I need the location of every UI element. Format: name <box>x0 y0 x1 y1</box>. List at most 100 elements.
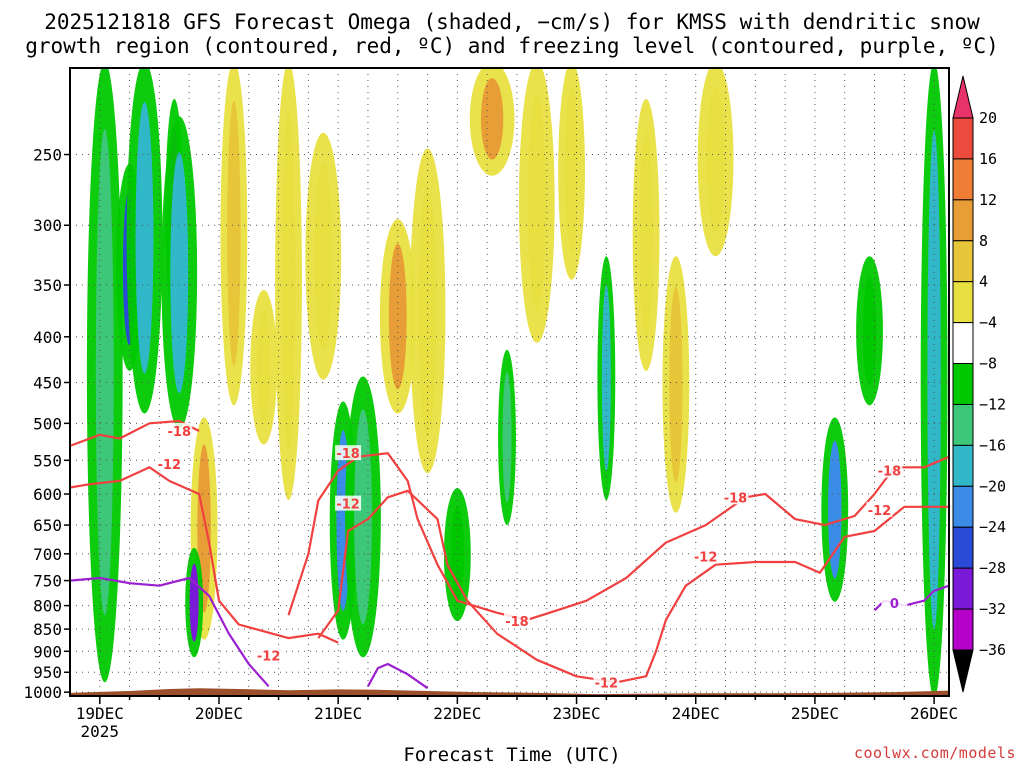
omega-core-25 <box>862 275 877 386</box>
contour-freezing-mid <box>367 662 429 690</box>
contour-label-bg-10 <box>866 501 893 517</box>
colorbar-seg-9 <box>952 485 974 528</box>
omega-core-19 <box>564 88 579 254</box>
x-tick-label-24DEC: 24DEC <box>672 704 720 723</box>
omega-shading-layer <box>86 68 948 696</box>
contour-label-3: -12 <box>336 498 360 513</box>
colorbar-label-2: 12 <box>979 191 997 209</box>
omega-core-10 <box>314 162 333 351</box>
contour-label-bg-4 <box>255 647 282 663</box>
contour-label-11: 0 <box>890 597 899 612</box>
y-axis: 250 300 350 400 450 500 550 600 650 700 750 800 850 9… <box>23 146 70 702</box>
colorbar-label-1: 16 <box>979 150 997 168</box>
colorbar: 20 16 12 8 4 −4 −8 −12 −16 −20 −24 −28 −32 −36 <box>952 75 1006 693</box>
omega-core-14 <box>418 185 437 437</box>
contour-label-bg-0 <box>166 423 193 439</box>
y-tick-label-650: 650 <box>33 516 62 535</box>
contour-label-1: -12 <box>158 458 182 473</box>
y-tick-label-250: 250 <box>33 146 62 165</box>
omega-core-18 <box>527 94 546 310</box>
contour-freezing-left <box>70 576 270 688</box>
contour-dgz-minus18-upper <box>70 419 200 447</box>
contour-label-bg-6 <box>593 674 620 690</box>
y-tick-label-850: 850 <box>33 620 62 639</box>
omega-core-23 <box>706 86 725 233</box>
x-tick-label-21DEC: 21DEC <box>314 704 362 723</box>
contour-dgz-minus12-left <box>70 466 339 644</box>
x-tick-label-19DEC: 19DEC <box>76 704 124 723</box>
colorbar-seg-2 <box>952 199 974 242</box>
contour-dgz-minus12-mid <box>317 489 949 684</box>
x-year-label: 2025 <box>81 722 120 741</box>
x-axis: 19DEC 20DEC 21DEC 22DEC 23DEC 24DEC 25DEC 26DEC… <box>76 696 958 741</box>
colorbar-seg-12 <box>952 608 974 651</box>
contour-label-5: -18 <box>505 615 529 630</box>
colorbar-label-12: −32 <box>979 600 1006 618</box>
colorbar-seg-3 <box>952 240 974 283</box>
x-tick-label-22DEC: 22DEC <box>433 704 481 723</box>
omega-core-17 <box>502 372 512 503</box>
omega-core-13 <box>388 243 407 390</box>
colorbar-seg-6 <box>952 363 974 405</box>
omega-core-24 <box>828 440 842 579</box>
contour-label-6: -12 <box>595 676 619 691</box>
y-tick-label-1000: 1000 <box>23 683 62 702</box>
y-tick-label-350: 350 <box>33 276 62 295</box>
contour-label-2: -18 <box>336 447 360 462</box>
x-tick-label-25DEC: 25DEC <box>791 704 839 723</box>
colorbar-seg-4 <box>952 281 974 324</box>
omega-core-9 <box>281 110 296 452</box>
omega-core-12 <box>354 409 372 625</box>
credit-text[interactable]: coolwx.com/models <box>853 744 1016 762</box>
colorbar-label-0: 20 <box>979 109 997 127</box>
colorbar-top-arrow <box>952 75 974 119</box>
omega-core-21 <box>639 130 653 339</box>
terrain-layer <box>70 688 949 696</box>
contour-label-8: -12 <box>694 551 718 566</box>
x-tick-label-26DEC: 26DEC <box>910 704 958 723</box>
chart-title-line2: growth region (contoured, red, ºC) and f… <box>25 34 999 58</box>
colorbar-seg-7 <box>952 403 974 446</box>
y-tick-label-400: 400 <box>33 328 62 347</box>
colorbar-seg-10 <box>952 526 974 569</box>
contour-label-0: -18 <box>168 425 192 440</box>
y-tick-label-500: 500 <box>33 414 62 433</box>
omega-core-0 <box>95 128 114 616</box>
omega-core-7 <box>227 101 241 367</box>
x-tick-label-20DEC: 20DEC <box>195 704 243 723</box>
colorbar-label-10: −24 <box>979 518 1006 536</box>
y-tick-label-300: 300 <box>33 216 62 235</box>
y-tick-label-750: 750 <box>33 572 62 591</box>
y-tick-label-800: 800 <box>33 597 62 616</box>
colorbar-label-4: 4 <box>979 273 988 291</box>
colorbar-bottom-arrow <box>952 649 974 693</box>
contour-label-bg-8 <box>692 548 719 564</box>
x-axis-title: Forecast Time (UTC) <box>403 744 621 766</box>
contour-label-bg-3 <box>335 495 362 511</box>
contour-label-bg-1 <box>156 455 183 471</box>
omega-core-6 <box>189 563 199 642</box>
x-tick-label-23DEC: 23DEC <box>552 704 600 723</box>
colorbar-label-11: −28 <box>979 559 1006 577</box>
y-tick-label-600: 600 <box>33 485 62 504</box>
omega-core-16 <box>480 78 504 160</box>
colorbar-seg-1 <box>952 158 974 201</box>
contour-label-9: -18 <box>878 465 902 480</box>
contour-label-bg-9 <box>876 462 903 478</box>
y-tick-label-450: 450 <box>33 373 62 392</box>
colorbar-seg-8 <box>952 444 974 487</box>
colorbar-label-9: −20 <box>979 477 1006 495</box>
omega-core-22 <box>669 286 683 483</box>
colorbar-seg-0 <box>952 117 974 160</box>
omega-core-20 <box>601 285 611 471</box>
colorbar-label-7: −12 <box>979 395 1006 413</box>
omega-core-8 <box>256 310 271 425</box>
colorbar-label-6: −8 <box>979 355 997 373</box>
contour-label-7: -18 <box>724 491 748 506</box>
omega-core-2 <box>135 101 154 374</box>
terrain-fill <box>70 688 949 696</box>
contour-dgz-minus18-mid <box>287 452 528 621</box>
contour-label-bg-7 <box>722 489 749 505</box>
omega-core-4 <box>170 152 189 394</box>
